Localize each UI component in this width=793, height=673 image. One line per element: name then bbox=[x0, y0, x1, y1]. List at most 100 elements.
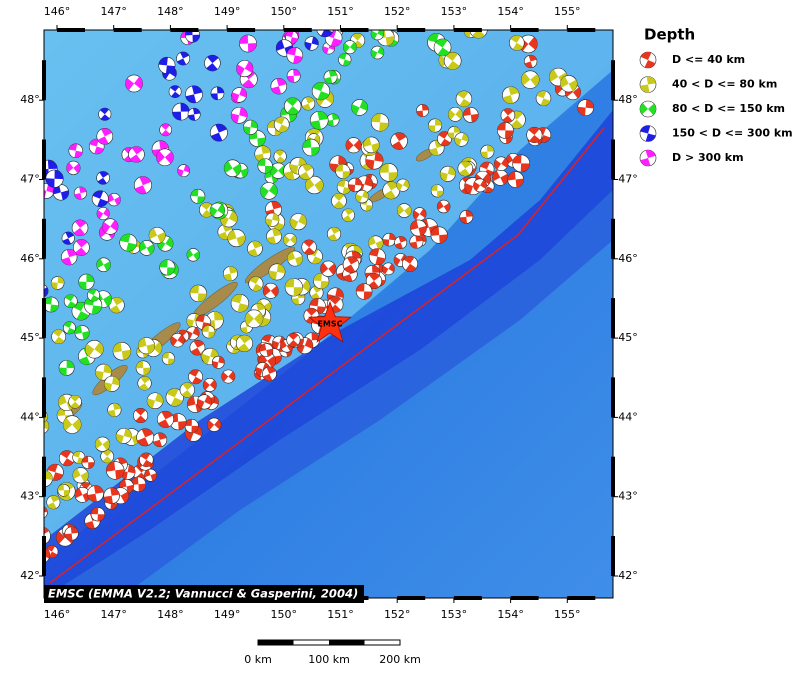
ball-quad bbox=[260, 186, 269, 198]
ball-quad bbox=[126, 484, 134, 494]
ball-quad bbox=[153, 341, 162, 355]
beachball bbox=[262, 282, 279, 299]
lat-label: 48° bbox=[20, 93, 40, 106]
ball-quad bbox=[79, 186, 87, 194]
legend-symbol bbox=[639, 100, 657, 118]
ball-quad bbox=[549, 69, 559, 82]
ball-quad bbox=[295, 255, 303, 266]
beachball bbox=[335, 163, 351, 179]
beachball bbox=[338, 53, 352, 67]
ball-quad bbox=[388, 172, 398, 182]
ball-quad bbox=[244, 61, 253, 73]
ball-quad bbox=[648, 103, 656, 116]
ball-quad bbox=[370, 49, 378, 59]
ball-quad bbox=[447, 132, 455, 139]
beachball bbox=[379, 163, 398, 182]
beachball bbox=[239, 34, 257, 53]
ball-quad bbox=[89, 139, 100, 147]
beachball bbox=[368, 235, 384, 251]
beachball bbox=[146, 392, 164, 410]
ball-quad bbox=[236, 64, 245, 76]
ball-quad bbox=[188, 114, 196, 121]
ball-quad bbox=[157, 432, 167, 440]
beachball bbox=[90, 507, 106, 522]
ball-quad bbox=[375, 240, 384, 250]
ball-quad bbox=[113, 342, 122, 353]
legend-symbol bbox=[639, 76, 657, 93]
beachball bbox=[58, 359, 75, 376]
ball-quad bbox=[287, 251, 296, 262]
beachball bbox=[247, 240, 263, 257]
ball-quad bbox=[437, 190, 444, 198]
ball-quad bbox=[298, 214, 307, 226]
map-area bbox=[44, 30, 613, 598]
beachball bbox=[199, 202, 215, 218]
legend-label: 150 < D <= 300 km bbox=[672, 127, 793, 140]
ball-quad bbox=[530, 73, 540, 87]
ball-quad bbox=[107, 194, 115, 203]
lon-label: 150° bbox=[271, 5, 298, 18]
ball-quad bbox=[333, 200, 345, 209]
ball-quad bbox=[267, 355, 276, 368]
ball-quad bbox=[166, 388, 179, 398]
epicenter-label: EMSC bbox=[317, 320, 342, 329]
beachball bbox=[287, 250, 303, 267]
ball-quad bbox=[440, 138, 451, 146]
ball-quad bbox=[250, 120, 258, 129]
beachball bbox=[285, 30, 299, 44]
beachball bbox=[428, 118, 443, 133]
beachball bbox=[443, 52, 462, 70]
ball-quad bbox=[97, 177, 107, 185]
ball-quad bbox=[276, 156, 286, 163]
ball-quad bbox=[363, 291, 373, 300]
ball-quad bbox=[389, 233, 396, 241]
ball-quad bbox=[286, 97, 299, 107]
ball-quad bbox=[217, 204, 225, 215]
beachball bbox=[409, 234, 424, 249]
ball-quad bbox=[274, 116, 286, 125]
beachball bbox=[326, 113, 340, 127]
ball-quad bbox=[121, 349, 131, 360]
ball-quad bbox=[507, 171, 516, 181]
ball-quad bbox=[410, 220, 419, 231]
ball-quad bbox=[242, 79, 255, 88]
beachball bbox=[190, 188, 206, 204]
beachball bbox=[351, 99, 368, 116]
ball-quad bbox=[461, 133, 469, 142]
ball-quad bbox=[97, 136, 109, 145]
beachball bbox=[286, 333, 301, 348]
beachball bbox=[44, 547, 51, 564]
beachball bbox=[235, 334, 253, 352]
ball-quad bbox=[344, 208, 354, 216]
ball-quad bbox=[320, 281, 329, 289]
ball-quad bbox=[104, 382, 112, 392]
beachball bbox=[119, 233, 138, 252]
beachball bbox=[259, 343, 274, 358]
ball-quad bbox=[240, 326, 248, 333]
ball-quad bbox=[640, 84, 650, 93]
ball-quad bbox=[218, 231, 229, 240]
beachball bbox=[311, 81, 331, 101]
ball-quad bbox=[415, 235, 423, 242]
ball-quad bbox=[72, 468, 81, 480]
ball-quad bbox=[135, 415, 146, 423]
ball-quad bbox=[435, 38, 448, 48]
beachball bbox=[102, 218, 119, 235]
ball-quad bbox=[312, 82, 325, 92]
ball-quad bbox=[81, 482, 91, 490]
ball-quad bbox=[131, 146, 144, 155]
ball-quad bbox=[430, 226, 440, 236]
ball-quad bbox=[437, 201, 444, 211]
ball-quad bbox=[428, 125, 436, 133]
beachball bbox=[480, 144, 495, 159]
ball-quad bbox=[311, 146, 320, 156]
beachball bbox=[108, 297, 125, 314]
beachball bbox=[412, 207, 427, 221]
beachball bbox=[512, 154, 530, 173]
beachball bbox=[327, 226, 342, 241]
ball-quad bbox=[167, 358, 175, 365]
ball-quad bbox=[170, 336, 178, 346]
beachball bbox=[63, 294, 78, 309]
ball-quad bbox=[521, 72, 531, 86]
beachball bbox=[382, 232, 396, 247]
